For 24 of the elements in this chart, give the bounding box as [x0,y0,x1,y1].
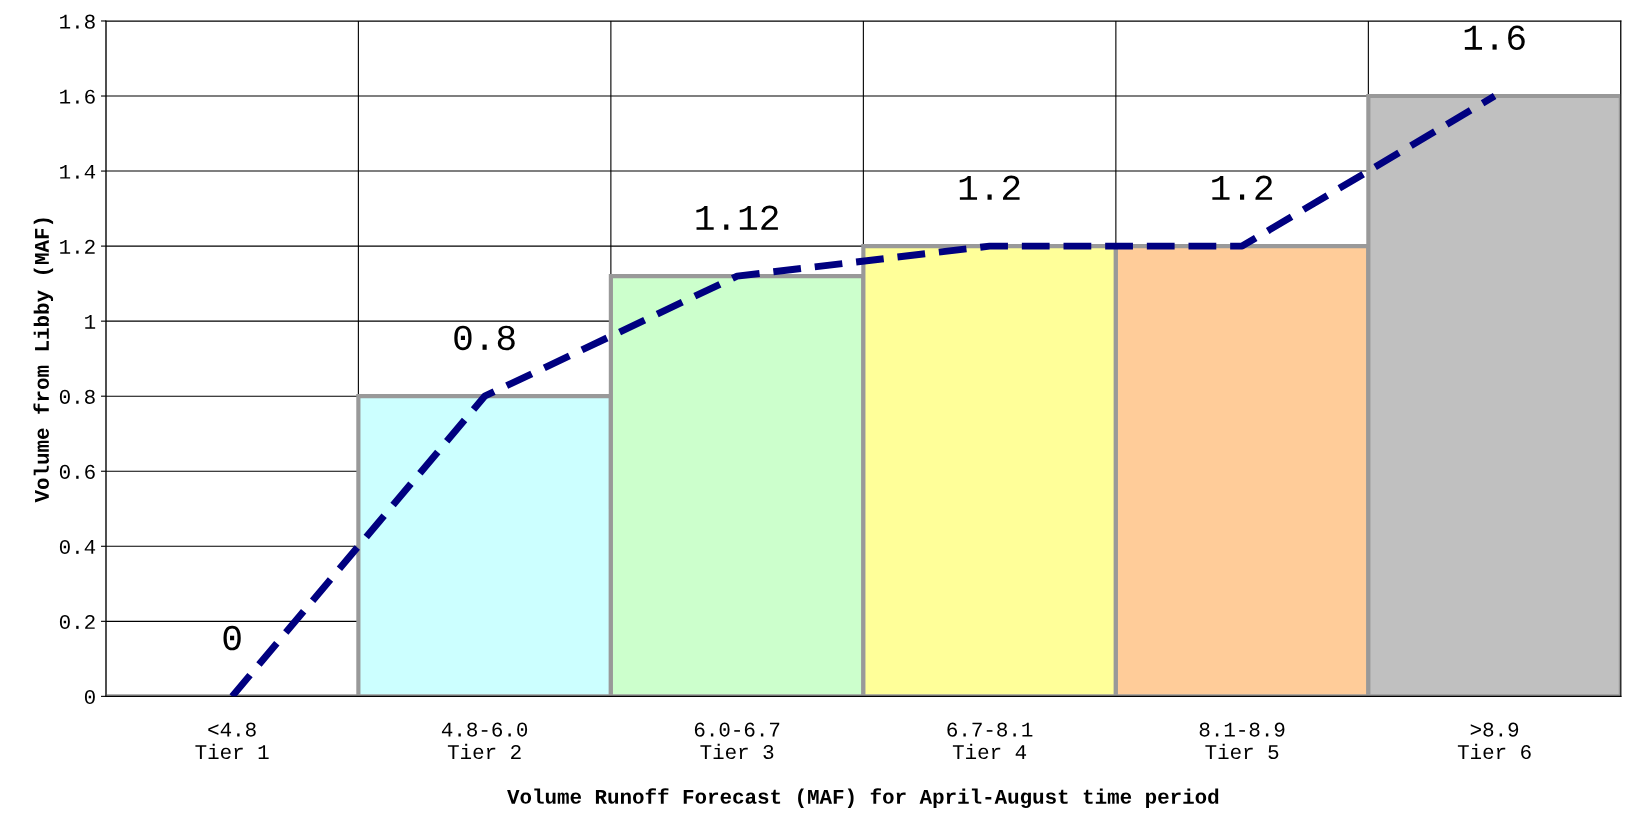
x-axis-title: Volume Runoff Forecast (MAF) for April-August time period [507,788,1219,809]
y-tick-label: 1 [85,314,96,329]
data-label: 0 [223,625,241,651]
y-tick-label: 0.4 [59,539,96,555]
data-label: 1.12 [696,205,778,230]
x-tick-label: <4.8 Tier 1 [195,722,269,760]
x-tick-label: 6.7-8.1 Tier 4 [947,722,1033,760]
x-tick-label: 8.1-8.9 Tier 5 [1199,722,1285,760]
data-label: 1.6 [1464,25,1525,50]
y-axis-title: Volume from Libby (MAF) [33,218,54,503]
data-label: 1.2 [1212,175,1273,200]
y-tick-label: 0.2 [59,614,95,630]
y-tick-label: 0.8 [59,389,95,404]
y-tick-label: 1.6 [60,89,95,104]
y-tick-label: 0.6 [59,464,95,479]
data-label: 0.8 [454,325,515,351]
x-tick-label: >8.9 Tier 6 [1457,722,1531,760]
y-tick-label: 0 [84,689,95,705]
x-tick-label: 6.0-6.7 Tier 3 [694,722,780,760]
x-tick-label: 4.8-6.0 Tier 2 [441,722,528,760]
y-tick-label: 1.8 [60,14,95,29]
y-tick-label: 1.4 [60,164,96,179]
data-label: 1.2 [959,175,1020,200]
y-tick-label: 1.2 [60,239,95,254]
